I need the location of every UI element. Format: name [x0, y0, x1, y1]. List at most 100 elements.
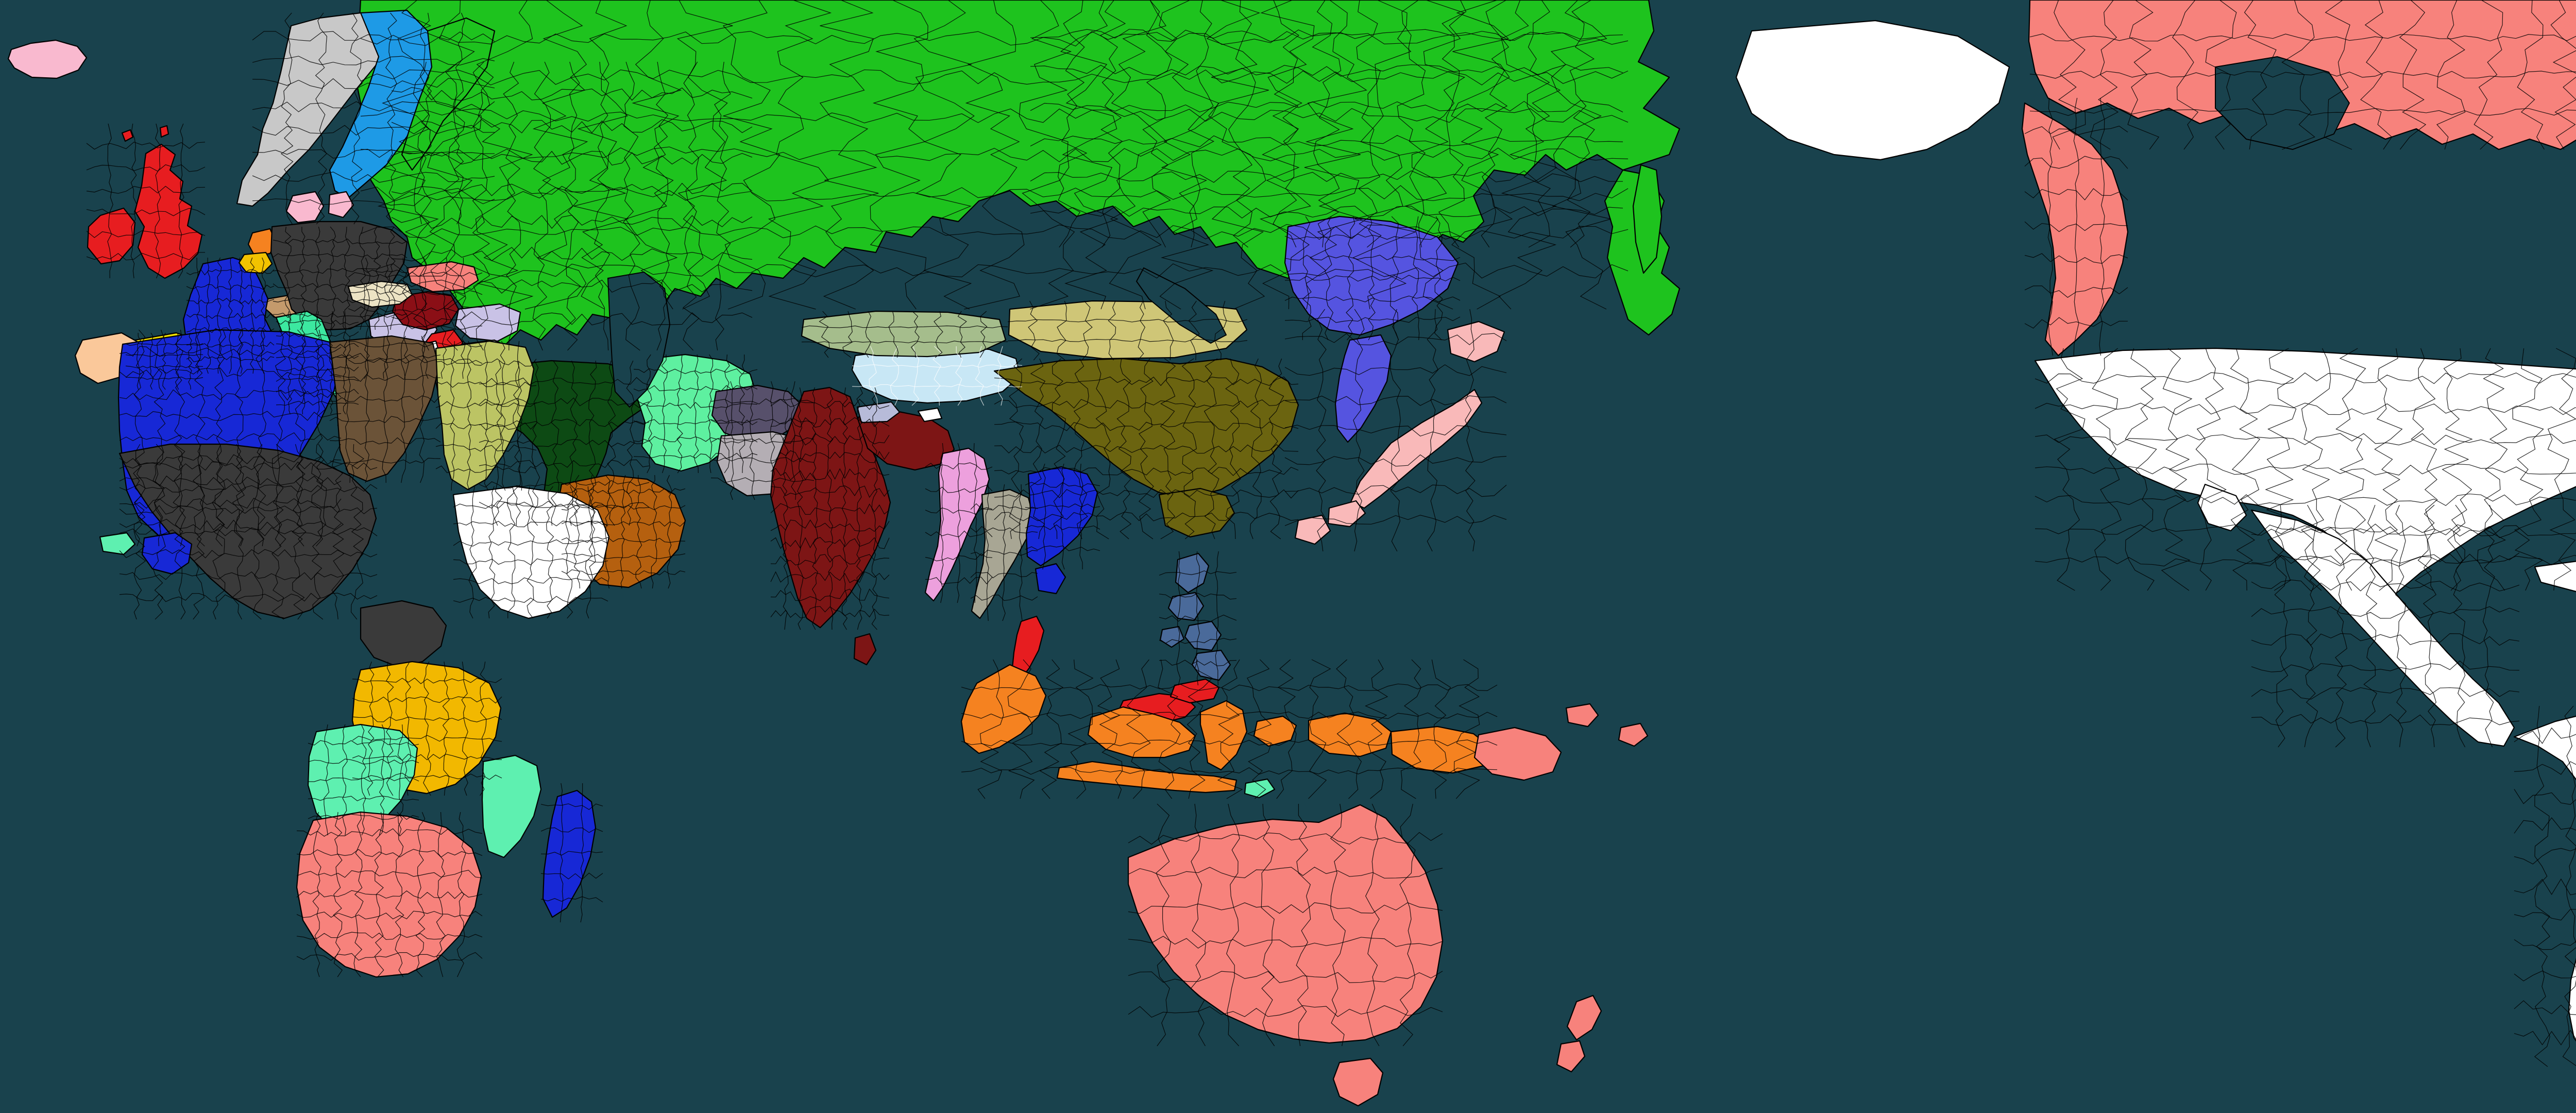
territory-qing-china[interactable]: [994, 359, 1298, 498]
territory-new-zealand[interactable]: [1557, 1041, 1585, 1072]
territory-soviet-russia[interactable]: [402, 18, 495, 170]
territory-iceland[interactable]: [8, 40, 87, 78]
province-border: [676, 0, 733, 310]
territory-egypt[interactable]: [436, 341, 534, 490]
province-border: [682, 61, 700, 351]
province-border: [252, 31, 495, 42]
territory-british-dominions[interactable]: [1566, 704, 1598, 727]
territory-philippines[interactable]: [1176, 553, 1209, 593]
territory-australia[interactable]: [1128, 805, 1443, 1043]
territory-united-states[interactable]: [1736, 21, 2009, 160]
territory-united-kingdom[interactable]: [122, 130, 133, 141]
territory-canada[interactable]: [2022, 103, 2128, 356]
province-border: [714, 61, 731, 351]
territory-libya[interactable]: [330, 336, 439, 481]
territory-latin-america[interactable]: [2198, 484, 2246, 531]
province-border: [231, 444, 245, 620]
province-border: [119, 527, 378, 537]
territory-dutch-east-indies[interactable]: [1057, 762, 1236, 792]
province-border: [1246, 659, 1272, 799]
province-border: [1056, 300, 1067, 361]
province-border: [770, 485, 890, 498]
territory-portuguese-colonies[interactable]: [100, 533, 135, 554]
territory-japan[interactable]: [1351, 390, 1482, 508]
territory-soviet-russia[interactable]: [1633, 165, 1662, 273]
territory-french-colonies[interactable]: [142, 533, 192, 574]
territory-german-colonies[interactable]: [361, 601, 446, 667]
province-border: [770, 588, 890, 601]
territory-dutch-east-indies[interactable]: [1254, 716, 1296, 746]
province-border: [1128, 971, 1443, 983]
territory-xinjiang[interactable]: [802, 311, 1006, 357]
province-border: [419, 12, 432, 225]
province-border: [994, 467, 1299, 476]
province-border: [479, 439, 650, 447]
territory-galicia[interactable]: [407, 262, 478, 292]
province-border: [1312, 0, 1342, 248]
territory-belgium[interactable]: [239, 252, 272, 273]
province-border: [1404, 0, 1466, 310]
province-border: [546, 486, 554, 619]
territory-dutch-east-indies[interactable]: [1200, 701, 1247, 770]
territory-japan[interactable]: [1295, 515, 1330, 544]
territory-burma[interactable]: [925, 448, 989, 601]
territory-philippines[interactable]: [1160, 627, 1184, 647]
territory-south-africa[interactable]: [297, 812, 481, 977]
province-border: [770, 398, 890, 410]
territory-united-kingdom[interactable]: [88, 208, 135, 264]
territory-japanese-korea[interactable]: [1335, 335, 1391, 442]
territory-netherlands[interactable]: [248, 229, 276, 256]
territory-australia[interactable]: [1475, 728, 1561, 780]
territory-japanese-korea[interactable]: [1285, 216, 1458, 335]
territory-soviet-russia[interactable]: [355, 0, 1680, 345]
province-border: [391, 150, 753, 166]
territory-latin-america[interactable]: [2251, 510, 2514, 746]
territory-bhutan[interactable]: [918, 408, 942, 421]
territory-united-kingdom[interactable]: [135, 144, 202, 278]
territory-dutch-east-indies[interactable]: [1309, 713, 1391, 756]
territory-british-raj[interactable]: [854, 634, 876, 665]
province-border: [852, 384, 1023, 388]
territory-nepal[interactable]: [857, 402, 900, 423]
territory-portuguese-colonies[interactable]: [482, 755, 541, 857]
province-border: [770, 450, 890, 463]
province-border: [275, 329, 286, 547]
province-border: [770, 417, 890, 428]
province-border: [119, 475, 342, 486]
province-border: [1030, 29, 1623, 42]
territory-dutch-east-indies[interactable]: [961, 665, 1046, 753]
territory-portuguese-timor[interactable]: [1245, 779, 1275, 798]
province-border: [1284, 295, 1461, 302]
province-border: [1009, 358, 1024, 539]
territory-philippines[interactable]: [1185, 621, 1221, 650]
province-border: [154, 329, 166, 547]
territory-japan[interactable]: [1448, 322, 1504, 362]
territory-romania[interactable]: [455, 304, 520, 341]
province-border: [635, 475, 642, 589]
territory-british-dominions[interactable]: [1619, 723, 1648, 746]
province-border: [415, 812, 426, 977]
province-border: [386, 661, 394, 796]
province-border: [1284, 333, 1507, 346]
territory-denmark[interactable]: [329, 192, 353, 217]
province-border: [391, 311, 753, 326]
province-border: [360, 224, 1629, 240]
territory-latin-america[interactable]: [2514, 708, 2576, 1063]
province-border: [443, 61, 461, 351]
territory-australia[interactable]: [1333, 1058, 1383, 1106]
province-border: [2024, 253, 2128, 264]
territory-philippines[interactable]: [1168, 593, 1204, 620]
territory-united-kingdom[interactable]: [160, 126, 168, 137]
province-border: [2035, 493, 2576, 506]
territory-new-zealand[interactable]: [1567, 996, 1601, 1040]
province-border: [994, 444, 1299, 454]
territory-french-indochina[interactable]: [1036, 564, 1065, 594]
territory-latin-america[interactable]: [2535, 561, 2576, 594]
province-border: [1284, 454, 1507, 467]
province-border: [2251, 579, 2520, 592]
province-border: [1057, 0, 1088, 248]
territory-french-indochina[interactable]: [1026, 467, 1097, 566]
province-border: [2047, 97, 2054, 356]
